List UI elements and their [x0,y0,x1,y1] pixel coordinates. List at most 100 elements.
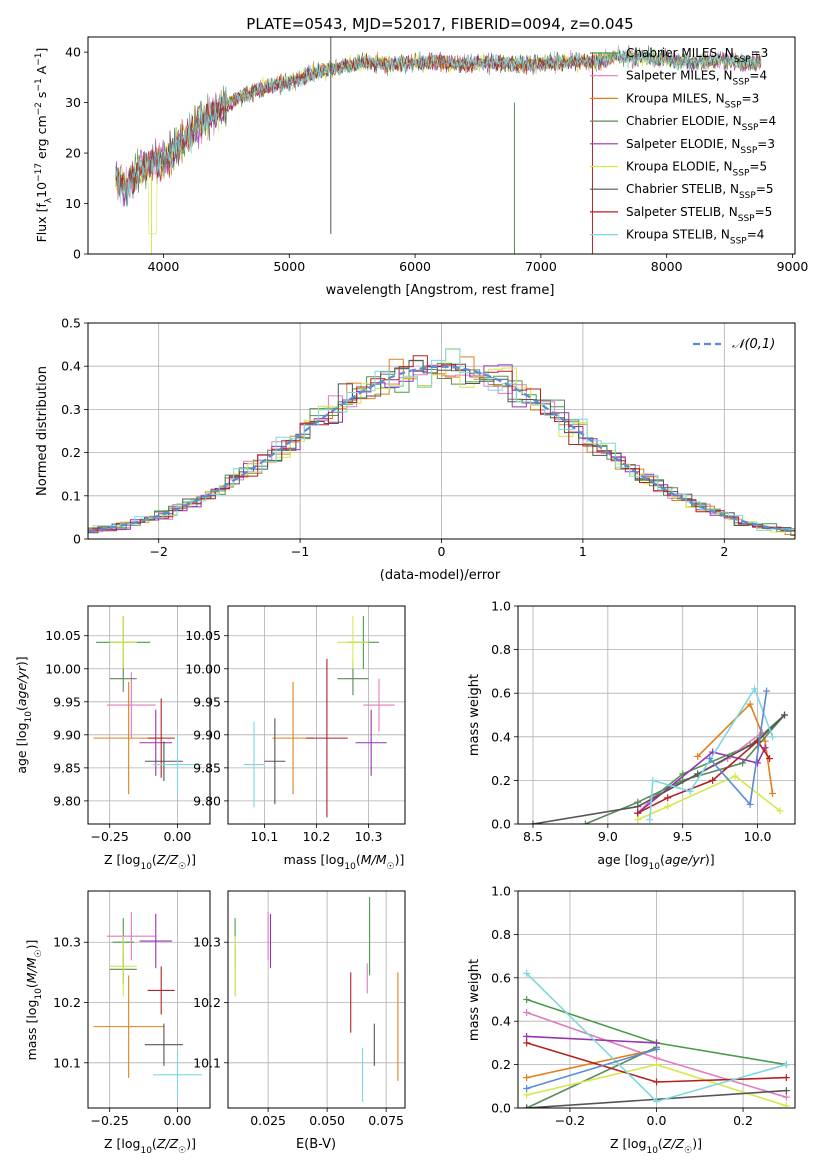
x-tick-label: 9.5 [673,829,693,844]
errorbar-point [147,698,175,778]
spectrum-frame: 4000 5000 6000 7000 8000 9000 0 10 20 30 40 wavelen… [34,36,809,298]
x-tick-label: 4000 [148,259,180,274]
errorbar-point [106,912,156,961]
x-tick-label: −0.2 [555,1113,585,1128]
errorbar-point [109,936,137,997]
spectrum-line [115,52,594,194]
errorbar-point [139,913,173,969]
x-tick-label: 0.00 [164,1113,192,1128]
mass-weight-vs-age-axes [518,605,795,825]
normal-reference-curve [88,365,795,533]
y-tick-label: 0.6 [491,686,511,701]
y-tick-label: 0.2 [61,445,81,460]
y-tick-label: 9.95 [53,694,81,709]
mass-weight-vs-Z-axes [518,890,795,1109]
mass-vs-Z-frame: −0.25 0.00 10.1 10.2 10.3 Z [log10(Z/Z☉)] mass… [24,890,211,1156]
mass-vs-EBV-frame: 0.025 0.050 0.075 10.1 10.2 10.3 E(B-V) [193,890,406,1152]
y-tick-label: 0.8 [491,927,511,942]
residual-histogram-plot-area [88,348,795,536]
y-tick-label: 0.6 [491,970,511,985]
errorbar-point [93,975,164,1078]
residual-histogram-frame: −2 −1 0 1 2 0 0.1 0.2 0.3 0.4 0.5 (data-model)/erro… [35,316,796,583]
y-tick-label: 0.4 [491,1014,511,1029]
mass-weight-vs-Z-frame: −0.2 0.0 0.2 0.0 0.2 0.4 0.6 0.8 1.0 Z [log10(Z/Z… [467,884,796,1156]
x-tick-label: 0.2 [733,1113,753,1128]
axes-frame [227,890,406,1109]
weight-line [697,702,774,794]
y-axis-label: mass weight [467,674,482,756]
axes-frame [87,36,796,255]
weight-line [526,1048,657,1090]
weight-series [706,687,771,808]
errorbar-point [306,658,348,818]
x-tick-label: 9000 [777,259,809,274]
y-axis-label: mass [log10(M/M☉)] [24,940,44,1061]
axes-frame [517,605,796,825]
x-axis-label: (data-model)/error [380,568,501,583]
weight-line [637,747,766,814]
age-vs-mass-plot-area [243,615,395,818]
legend-entry: Chabrier MILES, NSSP=3 [626,46,768,65]
x-tick-label: 8000 [651,259,683,274]
y-tick-label: 9.90 [193,727,221,742]
x-tick-label: 0.050 [309,1113,345,1128]
y-tick-label: 9.80 [53,793,81,808]
y-tick-label: 0.1 [61,488,81,503]
mass-vs-Z-axes [88,891,210,1108]
age-vs-Z-plot-area [93,615,202,795]
x-tick-label: 10.3 [355,829,383,844]
x-tick-label: −0.25 [91,1113,129,1128]
x-axis-label: age [log10(age/yr)] [597,852,714,872]
x-tick-label: 10.2 [303,829,331,844]
x-tick-label: 10.1 [251,829,279,844]
y-tick-label: 9.85 [193,760,221,775]
weight-line [526,1048,657,1079]
y-tick-label: 10.1 [53,1055,81,1070]
y-tick-label: 10.00 [185,661,221,676]
legend-entry: Salpeter ELODIE, NSSP=3 [626,137,775,156]
x-tick-label: 9.0 [598,829,618,844]
weight-series [523,1045,660,1092]
spectrum-line [115,45,762,206]
x-tick-label: 1 [579,544,587,559]
y-tick-label: 1.0 [491,884,511,899]
mass-weight-vs-age-frame: 8.5 9.0 9.5 10.0 0.0 0.2 0.4 0.6 0.8 1.0 age [log1… [467,599,796,872]
legend-entry: 𝒩(0,1) [732,337,775,352]
histogram-step [92,348,795,533]
x-tick-label: 10.0 [744,829,772,844]
weight-series [523,1061,790,1108]
y-tick-label: 0.8 [491,642,511,657]
y-tick-label: 0 [73,247,81,262]
y-tick-label: 10.3 [193,935,221,950]
y-axis-label: Normed distribution [35,366,50,496]
errorbar-point [109,615,137,669]
weight-line [526,1035,657,1044]
y-tick-label: 10.05 [45,628,81,643]
y-axis-label: age [log10(age/yr)] [14,656,34,773]
x-tick-label: −1 [291,544,309,559]
y-tick-label: 10.00 [45,661,81,676]
weight-series [523,1039,790,1086]
age-vs-mass-frame: 10.1 10.2 10.3 9.80 9.85 9.90 9.95 10.00 10.05 ma… [185,605,406,872]
weight-series [634,772,784,824]
weight-series [523,1032,660,1047]
errorbar-point [355,709,387,776]
x-tick-label: 5000 [273,259,305,274]
errorbar-point [153,1050,202,1099]
x-axis-label: E(B-V) [296,1137,336,1152]
weight-line [637,775,781,821]
y-tick-label: 0.2 [491,1057,511,1072]
weight-series [523,1045,660,1082]
x-tick-label: 0.00 [164,829,192,844]
weight-series [523,1009,790,1101]
mass-vs-EBV-plot-area [234,897,399,1102]
legend-entry: Chabrier ELODIE, NSSP=4 [626,114,776,133]
x-tick-label: 0.025 [250,1113,286,1128]
x-axis-label: Z [log10(Z/Z☉)] [104,852,196,872]
y-tick-label: 0.2 [491,773,511,788]
histogram-step [92,348,795,531]
errorbar-point [153,734,202,795]
y-tick-label: 30 [65,95,81,110]
mass-weight-vs-age-plot-area [529,685,789,824]
